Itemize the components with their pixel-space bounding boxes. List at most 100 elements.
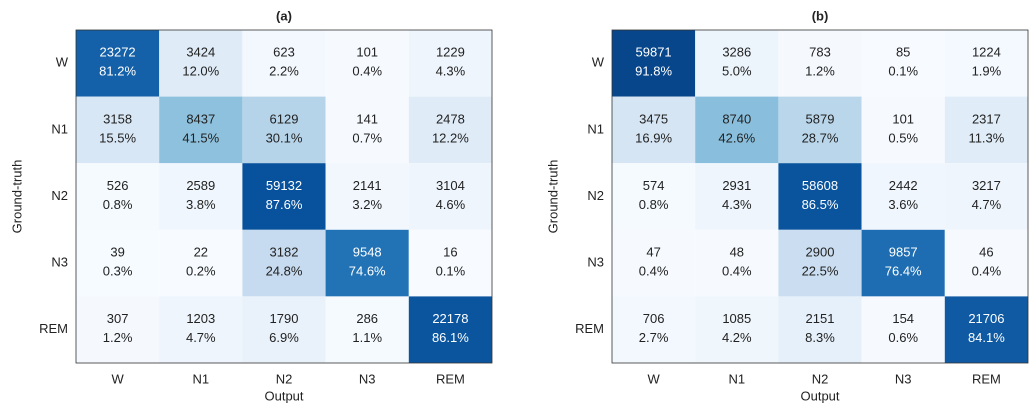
cell-percent: 24.8% xyxy=(266,264,303,279)
cell-count: 47 xyxy=(646,245,660,260)
cell-count: 526 xyxy=(107,178,129,193)
cell-percent: 0.5% xyxy=(888,130,918,145)
cell-count: 2589 xyxy=(186,178,215,193)
cell xyxy=(861,229,945,297)
cell-percent: 87.6% xyxy=(266,197,303,212)
cell-count: 101 xyxy=(356,45,378,60)
y-tick-label: N1 xyxy=(51,121,68,136)
cell-count: 3424 xyxy=(186,45,215,60)
cell-count: 3182 xyxy=(270,245,299,260)
cell-percent: 12.0% xyxy=(182,64,219,79)
chart-title: (a) xyxy=(276,8,292,23)
x-tick-label: W xyxy=(111,371,124,386)
cell xyxy=(861,296,945,363)
axes-frame xyxy=(75,29,493,364)
cell-percent: 1.2% xyxy=(805,64,835,79)
cell-percent: 0.4% xyxy=(352,64,382,79)
cell xyxy=(778,229,862,297)
cell-percent: 76.4% xyxy=(885,264,922,279)
y-tick-label: N3 xyxy=(51,255,68,270)
cell-percent: 86.5% xyxy=(802,197,839,212)
x-tick-label: N2 xyxy=(276,371,293,386)
cell xyxy=(408,296,492,363)
cell-percent: 16.9% xyxy=(635,130,672,145)
cell xyxy=(325,163,409,230)
cell xyxy=(242,30,326,97)
x-axis-label: Output xyxy=(264,388,303,403)
axes-frame xyxy=(611,29,1029,364)
cell-percent: 41.5% xyxy=(182,130,219,145)
cell-percent: 8.3% xyxy=(805,330,835,345)
y-tick-label: N3 xyxy=(587,255,604,270)
cell-count: 6129 xyxy=(270,111,299,126)
cell xyxy=(612,96,696,164)
cell-count: 2900 xyxy=(806,245,835,260)
cell-count: 3286 xyxy=(722,45,751,60)
cell-count: 307 xyxy=(107,311,129,326)
cell xyxy=(408,163,492,230)
cell-percent: 2.2% xyxy=(269,64,299,79)
cell xyxy=(944,296,1028,363)
x-tick-label: REM xyxy=(436,371,465,386)
cell-count: 2151 xyxy=(806,311,835,326)
cell-percent: 0.1% xyxy=(436,264,466,279)
cell-count: 1203 xyxy=(186,311,215,326)
cell-percent: 4.3% xyxy=(436,64,466,79)
cell-count: 8437 xyxy=(186,111,215,126)
cell-percent: 2.7% xyxy=(639,330,669,345)
cell-count: 2141 xyxy=(353,178,382,193)
x-tick-label: N3 xyxy=(895,371,912,386)
cell xyxy=(76,163,160,230)
y-tick-label: REM xyxy=(575,321,604,336)
cell-percent: 3.8% xyxy=(186,197,216,212)
cell-percent: 4.3% xyxy=(722,197,752,212)
cell xyxy=(159,30,243,97)
cell-count: 59132 xyxy=(266,178,302,193)
cell xyxy=(76,296,160,363)
cell-count: 9857 xyxy=(889,245,918,260)
cell-count: 48 xyxy=(730,245,744,260)
cell xyxy=(76,229,160,297)
y-axis-label: Ground-truth xyxy=(545,160,560,234)
cell-count: 3104 xyxy=(436,178,465,193)
x-tick-label: N1 xyxy=(728,371,745,386)
cell-count: 101 xyxy=(892,111,914,126)
cell-count: 1224 xyxy=(972,45,1001,60)
cell-percent: 30.1% xyxy=(266,130,303,145)
y-tick-label: N2 xyxy=(587,188,604,203)
cell-count: 1229 xyxy=(436,45,465,60)
cell-percent: 15.5% xyxy=(99,130,136,145)
cell xyxy=(242,163,326,230)
y-tick-label: REM xyxy=(39,321,68,336)
cell-percent: 12.2% xyxy=(432,130,469,145)
cell-percent: 5.0% xyxy=(722,64,752,79)
cell-count: 2931 xyxy=(722,178,751,193)
cell xyxy=(76,30,160,97)
cell xyxy=(612,296,696,363)
cell-percent: 84.1% xyxy=(968,330,1005,345)
cell-percent: 0.6% xyxy=(888,330,918,345)
y-axis-label: Ground-truth xyxy=(9,160,24,234)
cell-count: 1790 xyxy=(270,311,299,326)
cell xyxy=(325,30,409,97)
cell-count: 2442 xyxy=(889,178,918,193)
cell-percent: 0.3% xyxy=(103,264,133,279)
cell xyxy=(612,163,696,230)
cell-count: 23272 xyxy=(100,45,136,60)
x-tick-label: N2 xyxy=(812,371,829,386)
cell xyxy=(159,96,243,164)
cell-count: 154 xyxy=(892,311,914,326)
cell-percent: 0.4% xyxy=(639,264,669,279)
cell-percent: 1.1% xyxy=(352,330,382,345)
cell-percent: 74.6% xyxy=(349,264,386,279)
cell-percent: 0.4% xyxy=(972,264,1002,279)
cell xyxy=(242,229,326,297)
cell xyxy=(944,229,1028,297)
cell-count: 1085 xyxy=(722,311,751,326)
cell-count: 58608 xyxy=(802,178,838,193)
cell xyxy=(861,96,945,164)
cell-count: 46 xyxy=(979,245,993,260)
cell-percent: 0.2% xyxy=(186,264,216,279)
cell-percent: 0.1% xyxy=(888,64,918,79)
